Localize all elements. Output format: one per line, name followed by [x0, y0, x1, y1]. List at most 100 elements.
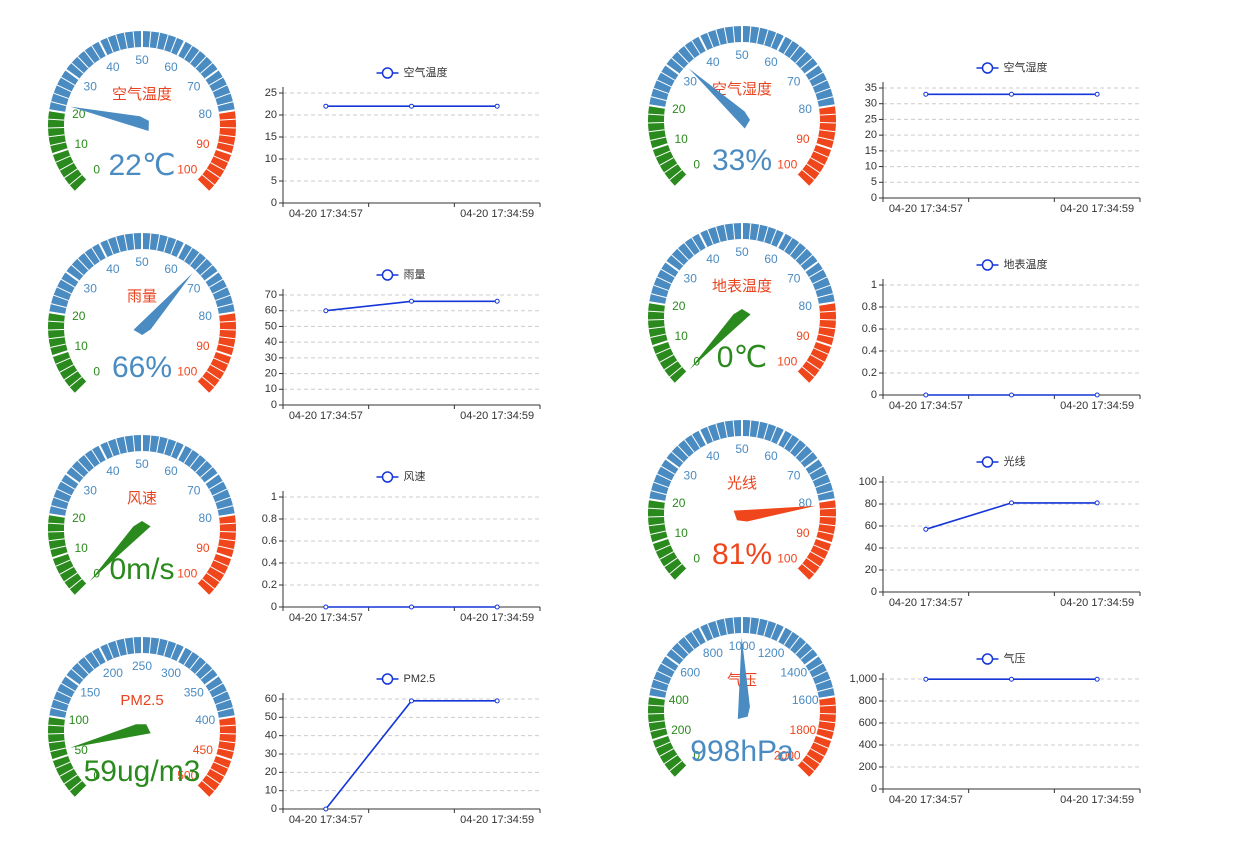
gauge-minor-tick	[217, 505, 234, 511]
gauge-pointer	[733, 505, 816, 522]
gauge-minor-tick	[706, 426, 714, 442]
gauge-value: 998hPa	[690, 735, 794, 768]
gauge-tick-label: 90	[796, 132, 810, 146]
gauge-minor-tick	[208, 278, 224, 288]
gauge-minor-tick	[659, 551, 674, 560]
gauge-value: 81%	[712, 538, 772, 571]
gauge-minor-tick	[170, 643, 178, 659]
gauge-minor-tick	[69, 578, 83, 590]
gauge-tick	[652, 537, 669, 544]
gauge-tick	[204, 68, 219, 80]
gauge-tick-label: 20	[672, 496, 686, 510]
y-tick-label: 20	[865, 564, 877, 576]
gauge-minor-tick	[801, 760, 815, 772]
gauge-minor-tick	[55, 761, 71, 769]
gauge-minor-tick	[106, 441, 114, 457]
gauge-tick-label: 100	[69, 713, 89, 727]
gauge-minor-tick	[91, 651, 101, 666]
gauge-minor-tick	[669, 366, 683, 378]
gauge-tick	[674, 371, 688, 385]
gauge-minor-tick	[732, 420, 736, 437]
gauge-minor-tick	[815, 481, 831, 489]
gauge-minor-tick	[795, 51, 807, 64]
gauge-minor-tick	[50, 545, 66, 550]
gauge-pointer	[70, 106, 149, 132]
y-tick-label: 50	[265, 711, 277, 723]
gauge-minor-tick	[648, 523, 665, 527]
gauge-minor-tick	[671, 451, 684, 463]
gauge-minor-tick	[819, 310, 836, 313]
gauge-tick-label: 40	[106, 464, 120, 478]
gauge-minor-tick	[817, 96, 834, 102]
gauge-minor-tick	[655, 347, 671, 355]
gauge-minor-tick	[218, 343, 234, 348]
gauge-tick-label: 2000	[774, 748, 801, 762]
gauge-minor-tick	[677, 445, 689, 458]
gauge-tick-label: 10	[674, 526, 688, 540]
point	[494, 604, 500, 610]
gauge-minor-tick	[806, 557, 821, 568]
gauge-minor-tick	[817, 687, 834, 693]
gauge-minor-tick	[732, 617, 736, 634]
gauge-minor-tick	[763, 29, 769, 46]
y-tick-label: 60	[265, 305, 277, 317]
legend-symbol	[981, 62, 994, 74]
gauge-minor-tick	[656, 79, 672, 88]
gauge-minor-tick	[723, 421, 728, 438]
y-tick-label: 20	[265, 109, 277, 121]
gauge-minor-tick	[63, 168, 78, 179]
gauge-minor-tick	[770, 229, 778, 245]
gauge-minor-tick	[48, 732, 65, 735]
gauge-tick	[665, 260, 680, 272]
y-tick-label: 0	[271, 803, 277, 815]
gauge-minor-tick	[671, 57, 684, 69]
gauge-minor-tick	[201, 376, 215, 388]
point	[323, 806, 329, 812]
point	[1094, 392, 1100, 398]
gauge-tick-label: 30	[684, 75, 698, 89]
gauge-minor-tick	[819, 720, 836, 724]
gauge-tick-label: 300	[161, 666, 181, 680]
gauge-tick	[218, 109, 235, 114]
gauge-minor-tick	[83, 50, 95, 64]
gauge-minor-tick	[819, 704, 836, 707]
y-tick-label: 15	[265, 131, 277, 143]
gauge-minor-tick	[50, 101, 67, 107]
gauge-tick	[652, 143, 669, 150]
gauge-minor-tick	[123, 436, 128, 453]
gauge-minor-tick	[217, 101, 234, 107]
gauge-pointer	[69, 724, 151, 748]
gauge-minor-tick	[206, 774, 221, 785]
gauge-tick	[818, 498, 835, 503]
gauge-minor-tick	[148, 233, 152, 250]
gauge-minor-tick	[748, 420, 752, 437]
gauge-minor-tick	[77, 460, 89, 473]
gauge-tick	[215, 552, 232, 559]
gauge-minor-tick	[71, 466, 84, 478]
gauge-tick	[215, 754, 232, 761]
gauge-minor-tick	[655, 150, 671, 158]
gauge-minor-tick	[715, 29, 721, 46]
gauge-tick-label: 40	[106, 262, 120, 276]
gauge-minor-tick	[748, 26, 752, 43]
gauge-minor-tick	[715, 423, 721, 440]
gauge-tick-label: 10	[74, 137, 88, 151]
y-tick-label: 0	[871, 783, 877, 795]
gauge-minor-tick	[59, 768, 74, 777]
gauge-pointer	[689, 309, 751, 370]
point	[494, 698, 500, 704]
gauge-tick	[698, 232, 708, 248]
gauge-minor-tick	[48, 126, 65, 129]
y-tick-label: 20	[265, 367, 277, 379]
gauge-tick	[776, 429, 786, 445]
x-tick-label: 04-20 17:34:57	[289, 612, 363, 624]
gauge-tick-label: 60	[164, 464, 178, 478]
point	[1094, 91, 1100, 97]
point	[1094, 500, 1100, 506]
y-tick-label: 400	[859, 739, 877, 751]
gauge-tick-label: 800	[703, 646, 723, 660]
gauge-minor-tick	[48, 538, 65, 542]
gauge-minor-tick	[683, 636, 695, 650]
gauge-minor-tick	[48, 522, 65, 525]
gauge-tick-label: 70	[787, 469, 801, 483]
